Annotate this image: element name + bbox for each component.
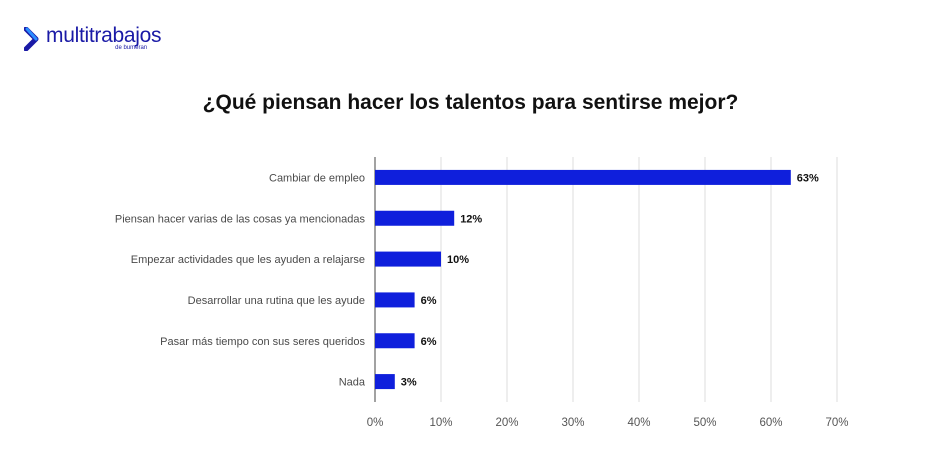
bar xyxy=(375,169,791,185)
x-tick-label: 50% xyxy=(693,417,716,429)
data-label: 12% xyxy=(460,213,482,225)
data-label: 6% xyxy=(421,295,437,307)
data-label: 3% xyxy=(401,377,417,389)
x-tick-label: 60% xyxy=(759,417,782,429)
data-label: 6% xyxy=(421,336,437,348)
x-tick-label: 70% xyxy=(825,417,848,429)
bar xyxy=(375,251,441,267)
category-label: Desarrollar una rutina que les ayude xyxy=(188,295,365,307)
bar xyxy=(375,292,415,308)
bar xyxy=(375,333,415,349)
chevron-logo-icon xyxy=(24,27,39,51)
brand-name: multitrabajos xyxy=(46,24,162,47)
x-tick-label: 20% xyxy=(495,417,518,429)
bar xyxy=(375,374,395,390)
brand-sub: de bumeran xyxy=(115,45,148,51)
x-tick-label: 0% xyxy=(367,417,384,429)
brand-logo: multitrabajos de bumeran xyxy=(24,24,161,51)
category-label: Cambiar de empleo xyxy=(269,172,365,184)
category-label: Pasar más tiempo con sus seres queridos xyxy=(160,336,365,348)
data-label: 63% xyxy=(797,172,819,184)
x-tick-label: 40% xyxy=(627,417,650,429)
category-label: Nada xyxy=(339,377,366,389)
data-label: 10% xyxy=(447,254,469,266)
bar xyxy=(375,210,455,226)
category-label: Piensan hacer varias de las cosas ya men… xyxy=(115,213,366,225)
chart-title: ¿Qué piensan hacer los talentos para sen… xyxy=(202,91,739,114)
x-tick-label: 10% xyxy=(429,417,452,429)
x-tick-label: 30% xyxy=(561,417,584,429)
category-label: Empezar actividades que les ayuden a rel… xyxy=(131,254,365,266)
